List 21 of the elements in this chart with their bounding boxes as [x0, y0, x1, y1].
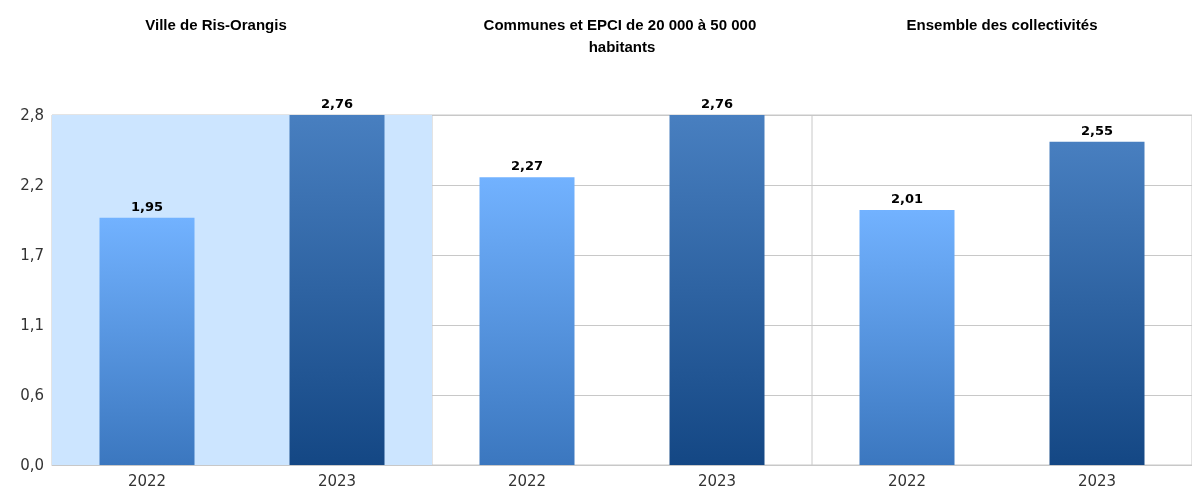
data-label: 2,27: [510, 158, 544, 174]
x-tick-label: 2023: [697, 471, 737, 488]
y-tick-label: 1,7: [20, 246, 44, 264]
y-tick-label: 2,8: [20, 106, 44, 124]
y-tick-label: 2,2: [20, 176, 44, 194]
x-tick-label: 2022: [887, 471, 927, 488]
data-label: 2,76: [320, 96, 354, 111]
chart-title: Communes et EPCI de 20 000 à 50 000 habitants: [483, 15, 761, 55]
y-tick-label: 0,0: [20, 456, 44, 474]
data-label: 2,55: [1080, 122, 1114, 138]
x-tick-label: 2022: [507, 471, 547, 488]
data-label: 2,76: [700, 96, 734, 111]
chart-title: Ville de Ris-Orangis: [145, 15, 287, 33]
x-tick-label: 2023: [1077, 471, 1117, 488]
data-label: 1,95: [130, 198, 164, 214]
y-tick-label: 0,6: [20, 386, 44, 404]
x-tick-label: 2022: [127, 471, 167, 488]
y-tick-label: 1,1: [20, 316, 44, 334]
x-tick-label: 2023: [317, 471, 357, 488]
data-label: 2,01: [890, 191, 924, 207]
chart-title: Ensemble des collectivités: [906, 15, 1098, 33]
